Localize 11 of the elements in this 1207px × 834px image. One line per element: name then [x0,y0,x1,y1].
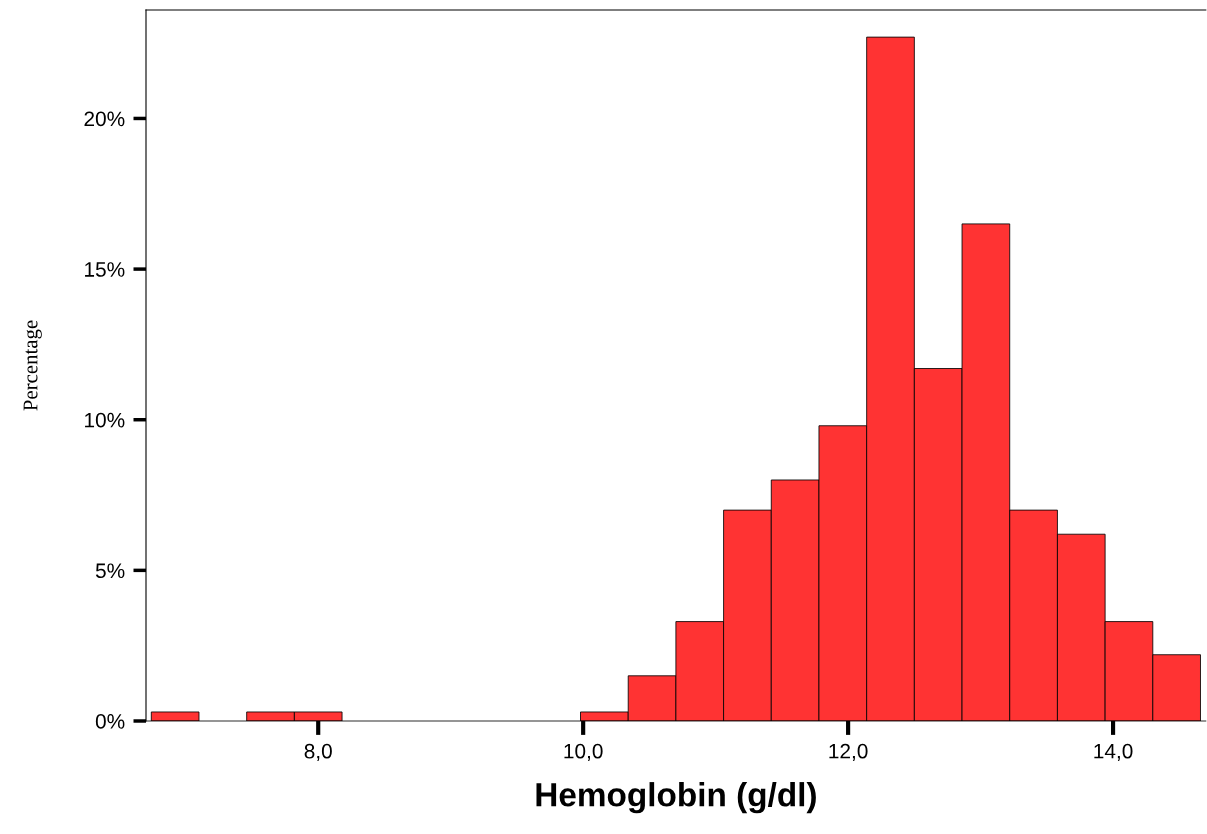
x-tick-label: 10,0 [564,743,603,761]
x-axis-title: Hemoglobin (g/dl) [536,782,816,814]
x-tick-label: 8,0 [304,743,332,761]
y-tick-label: 0% [95,714,125,729]
x-tick-label: 14,0 [1094,743,1133,761]
y-axis-title: Percentage [23,320,42,411]
y-tick-label: 5% [95,563,125,579]
y-tick-label: 10% [85,412,125,428]
y-tick-label: 20% [84,111,125,127]
y-tick-label: 15% [85,262,125,277]
x-tick-label: 12,0 [829,743,868,761]
